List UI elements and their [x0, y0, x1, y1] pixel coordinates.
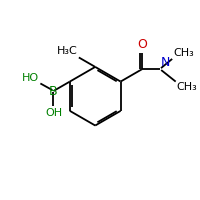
- Text: CH₃: CH₃: [177, 82, 197, 92]
- Text: OH: OH: [45, 108, 62, 118]
- Text: HO: HO: [22, 73, 39, 83]
- Text: H₃C: H₃C: [57, 46, 78, 56]
- Text: N: N: [160, 56, 170, 69]
- Text: O: O: [137, 38, 147, 51]
- Text: CH₃: CH₃: [173, 48, 194, 58]
- Text: B: B: [49, 85, 58, 98]
